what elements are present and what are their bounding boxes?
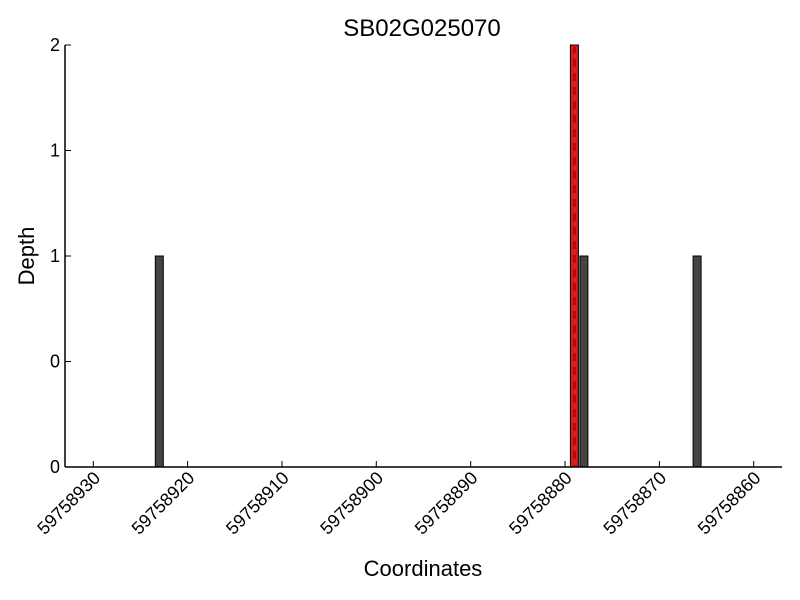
y-tick-label: 1 (50, 246, 60, 266)
chart-title: SB02G025070 (343, 15, 500, 42)
x-tick-label: 59758920 (128, 468, 199, 539)
bar-0 (154, 255, 164, 468)
y-tick-label: 0 (50, 457, 60, 477)
x-tick-label: 59758880 (505, 468, 576, 539)
bar-3 (692, 255, 702, 468)
y-tick-label: 1 (50, 141, 60, 161)
y-tick-label: 2 (50, 35, 60, 55)
x-tick-label: 59758890 (411, 468, 482, 539)
plot-area (154, 44, 702, 468)
x-tick-label: 59758860 (694, 468, 765, 539)
x-tick-label: 59758910 (222, 468, 293, 539)
x-axis-ticks: 59758930 59758920 59758910 59758900 59758890… (33, 461, 765, 539)
y-axis-ticks: 0 0 1 1 2 (50, 35, 71, 477)
x-tick-label: 59758870 (599, 468, 670, 539)
y-axis-label: Depth (14, 227, 39, 286)
x-tick-label: 59758930 (33, 468, 104, 539)
bar-2 (579, 255, 589, 468)
x-axis-label: Coordinates (364, 556, 483, 581)
x-tick-label: 59758900 (316, 468, 387, 539)
y-tick-label: 0 (50, 352, 60, 372)
